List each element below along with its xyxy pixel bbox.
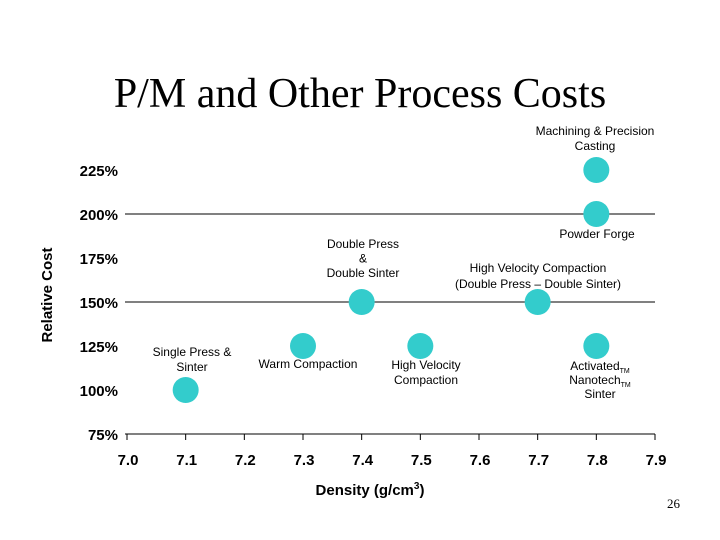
data-point-label: Single Press & [153, 345, 232, 359]
y-axis-label: Relative Cost [39, 247, 56, 342]
data-point-label: NanotechTM [569, 373, 631, 389]
x-tick-label: 7.0 [118, 452, 139, 469]
data-point-label: & [359, 252, 367, 266]
data-point-label: Powder Forge [559, 227, 635, 241]
data-point [172, 377, 199, 403]
data-point-label: Sinter [176, 360, 207, 374]
data-point-label: Compaction [394, 373, 458, 387]
data-point [583, 201, 610, 227]
x-tick-label: 7.3 [294, 452, 315, 469]
x-tick-label: 7.4 [352, 452, 374, 469]
data-point-label: Double Sinter [327, 266, 400, 280]
data-point [407, 333, 434, 359]
data-point [290, 333, 316, 359]
x-tick-label: 7.8 [587, 452, 608, 469]
x-tick-label: 7.9 [646, 452, 667, 469]
data-point [583, 333, 610, 359]
x-axis-label: Density (g/cm3) [316, 481, 425, 499]
data-point [348, 289, 375, 315]
data-point-label: Warm Compaction [259, 357, 358, 371]
x-tick-label: 7.2 [235, 452, 256, 469]
data-point-label: Double Press [327, 237, 399, 251]
data-point-label: High Velocity Compaction [470, 261, 607, 275]
page-number: 26 [667, 496, 680, 511]
data-point-label: Machining & Precision [536, 124, 655, 138]
x-tick-label: 7.1 [176, 452, 197, 469]
y-tick-label: 75% [88, 427, 118, 444]
x-tick-label: 7.5 [411, 452, 432, 469]
data-point-label: Casting [575, 139, 616, 153]
y-tick-label: 150% [80, 295, 118, 312]
y-tick-label: 200% [80, 207, 118, 224]
data-point [583, 157, 610, 183]
data-point-label: Sinter [584, 387, 615, 401]
x-tick-label: 7.6 [470, 452, 491, 469]
y-tick-label: 125% [80, 339, 118, 356]
data-point-label: ActivatedTM [570, 359, 630, 375]
slide-title: P/M and Other Process Costs [113, 71, 607, 117]
y-tick-label: 225% [80, 163, 118, 180]
y-tick-label: 100% [80, 383, 118, 400]
data-point-label: High Velocity [391, 358, 460, 372]
data-point [524, 289, 551, 315]
x-tick-label: 7.7 [528, 452, 549, 469]
data-point-label: (Double Press – Double Sinter) [455, 277, 621, 291]
y-tick-label: 175% [80, 251, 118, 268]
